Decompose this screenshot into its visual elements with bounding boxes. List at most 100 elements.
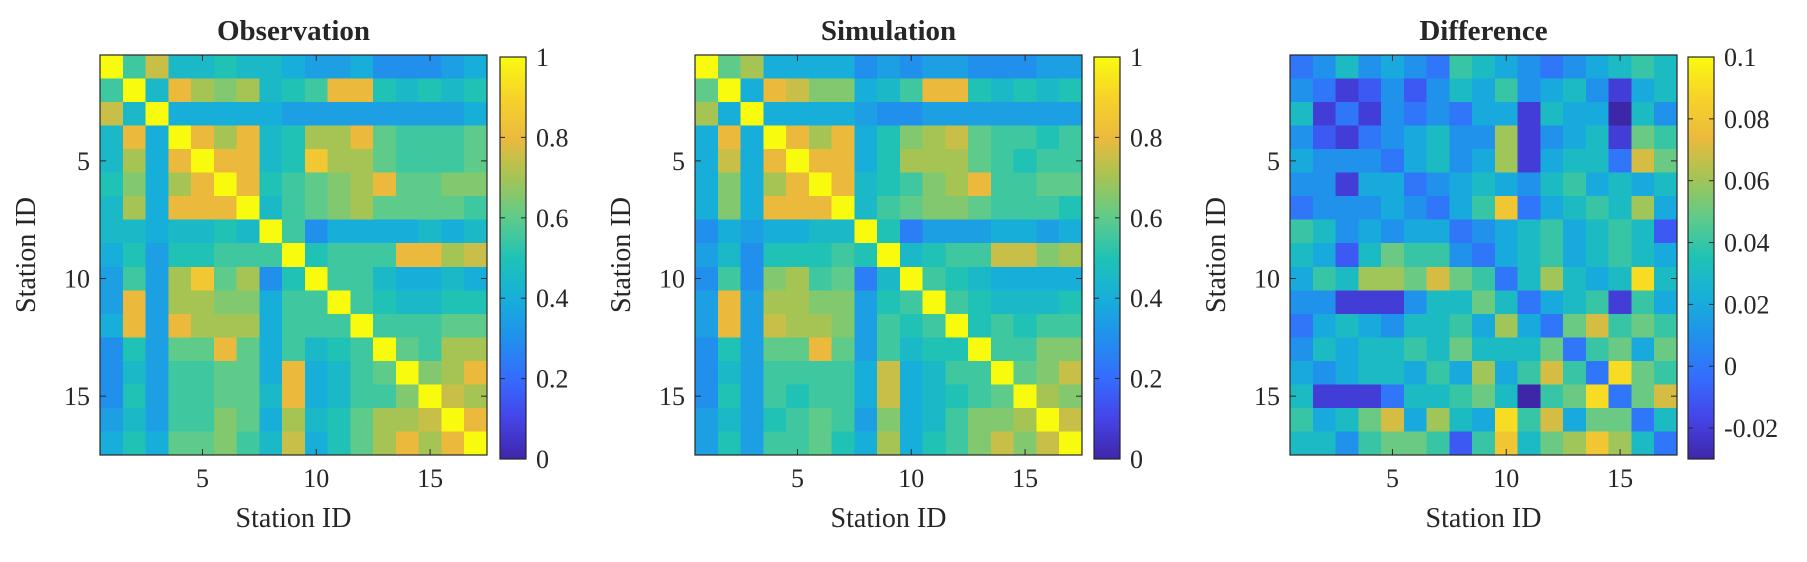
heatmap-cell xyxy=(259,78,283,103)
heatmap-cell xyxy=(1358,219,1382,244)
heatmap-cell xyxy=(304,337,329,362)
heatmap-cell xyxy=(740,196,764,221)
heatmap-cell xyxy=(1540,384,1564,409)
colorbar-tick-label: 0.04 xyxy=(1724,229,1770,258)
heatmap-cell xyxy=(1494,313,1519,338)
heatmap-cell xyxy=(145,149,169,174)
heatmap-cell xyxy=(922,149,947,174)
heatmap-cell xyxy=(740,172,764,197)
heatmap-cell xyxy=(1517,102,1542,127)
heatmap-cell xyxy=(236,243,260,268)
heatmap-cell xyxy=(1494,384,1519,409)
heatmap-cell xyxy=(945,196,969,221)
heatmap-cell xyxy=(1449,125,1473,150)
heatmap-cell xyxy=(191,313,215,338)
heatmap-cell xyxy=(1036,125,1060,150)
heatmap-cell xyxy=(122,360,147,386)
heatmap-cell xyxy=(418,149,443,174)
heatmap-cell xyxy=(1358,266,1382,291)
colorbar-tick-label: 0.06 xyxy=(1724,167,1770,196)
heatmap-cells xyxy=(695,55,1083,456)
heatmap-cell xyxy=(877,102,901,127)
heatmap-cell xyxy=(350,266,374,291)
heatmap-cell xyxy=(236,290,260,315)
heatmap-cell xyxy=(464,172,488,197)
x-tick-label: 5 xyxy=(1386,464,1399,493)
heatmap-cell xyxy=(831,360,855,386)
heatmap-cell xyxy=(282,290,306,315)
heatmap-cell xyxy=(1403,360,1428,386)
heatmap-cell xyxy=(786,125,810,150)
heatmap-cell xyxy=(1059,149,1083,174)
heatmap-cell xyxy=(854,313,878,338)
heatmap-cell xyxy=(990,78,1015,103)
heatmap-cell xyxy=(168,78,192,103)
heatmap-cell xyxy=(304,219,329,244)
heatmap-cell xyxy=(1540,219,1564,244)
heatmap-cell xyxy=(1403,102,1428,127)
heatmap-cell xyxy=(1494,172,1519,197)
heatmap-cell xyxy=(1654,196,1678,221)
heatmap-cell xyxy=(808,313,833,338)
heatmap-cell xyxy=(877,337,901,362)
heatmap-cell xyxy=(191,431,215,456)
heatmap-cell xyxy=(395,360,420,386)
heatmap-cell xyxy=(1517,407,1542,433)
heatmap-cell xyxy=(418,55,443,80)
heatmap-cell xyxy=(304,196,329,221)
heatmap-cell xyxy=(854,290,878,315)
heatmap-cell xyxy=(191,102,215,127)
heatmap-cell xyxy=(1494,125,1519,150)
heatmap-cell xyxy=(695,313,719,338)
heatmap-cell xyxy=(304,384,329,409)
heatmap-cell xyxy=(1335,102,1359,127)
heatmap-cell xyxy=(831,243,855,268)
heatmap-cell xyxy=(304,290,329,315)
heatmap-cell xyxy=(213,266,238,291)
heatmap-cell xyxy=(236,55,260,80)
heatmap-cell xyxy=(373,196,397,221)
heatmap-cell xyxy=(1540,360,1564,386)
heatmap-cell xyxy=(1335,55,1359,80)
heatmap-cell xyxy=(922,360,947,386)
heatmap-cell xyxy=(395,149,420,174)
heatmap-cell xyxy=(1358,431,1382,456)
heatmap-cell xyxy=(968,384,992,409)
heatmap-cell xyxy=(1540,407,1564,433)
colorbar-tick-label: 0.4 xyxy=(1130,284,1163,313)
heatmap-cell xyxy=(282,360,306,386)
heatmap-cell xyxy=(1585,407,1610,433)
heatmap-cell xyxy=(877,266,901,291)
heatmap-cell xyxy=(854,407,878,433)
heatmap-cell xyxy=(350,102,374,127)
x-tick-label: 15 xyxy=(1012,464,1038,493)
heatmap-cell xyxy=(122,266,147,291)
heatmap-cell xyxy=(1585,219,1610,244)
heatmap-cell xyxy=(304,125,329,150)
heatmap-cell xyxy=(1585,149,1610,174)
heatmap-cell xyxy=(259,313,283,338)
heatmap-cell xyxy=(1517,431,1542,456)
axes-frame xyxy=(99,54,488,456)
heatmap-cell xyxy=(304,55,329,80)
heatmap-cell xyxy=(122,290,147,315)
heatmap-cell xyxy=(213,360,238,386)
heatmap-cell xyxy=(145,78,169,103)
heatmap-cell xyxy=(854,102,878,127)
heatmap-cell xyxy=(1585,196,1610,221)
heatmap-cell xyxy=(968,337,992,362)
heatmap-cell xyxy=(122,149,147,174)
heatmap-cell xyxy=(1654,431,1678,456)
heatmap-cell xyxy=(213,407,238,433)
heatmap-cell xyxy=(990,290,1015,315)
heatmap-cell xyxy=(464,290,488,315)
heatmap-cell xyxy=(1517,55,1542,80)
heatmap-cell xyxy=(695,290,719,315)
heatmap-cell xyxy=(373,266,397,291)
heatmap-cell xyxy=(786,266,810,291)
heatmap-cell xyxy=(1426,196,1450,221)
x-tick-label: 5 xyxy=(791,464,804,493)
heatmap-cell xyxy=(1517,149,1542,174)
heatmap-cell xyxy=(1472,407,1496,433)
heatmap-cell xyxy=(1585,313,1610,338)
